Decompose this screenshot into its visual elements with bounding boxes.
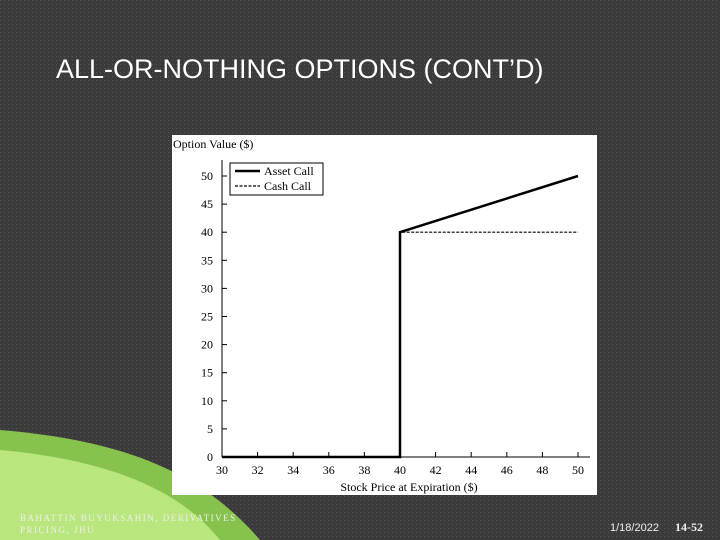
footer-date: 1/18/2022	[610, 522, 659, 534]
legend-label: Cash Call	[264, 179, 312, 193]
legend-box	[229, 162, 324, 196]
x-tick-label: 40	[394, 463, 406, 477]
y-tick-label: 45	[201, 197, 213, 211]
x-tick-label: 30	[216, 463, 228, 477]
footer-author: PRICING, JHU	[20, 525, 95, 535]
series-line	[222, 231, 578, 458]
y-tick-label: 0	[207, 450, 213, 464]
x-axis-label: Stock Price at Expiration ($)	[340, 480, 477, 494]
y-tick-label: 20	[201, 338, 213, 352]
footer-page: 14-52	[675, 520, 703, 534]
y-axis-label: Option Value ($)	[173, 137, 253, 151]
y-tick-label: 15	[201, 366, 213, 380]
x-tick-label: 48	[536, 463, 548, 477]
y-tick-label: 30	[201, 281, 213, 295]
x-tick-label: 38	[358, 463, 370, 477]
x-tick-label: 50	[572, 463, 584, 477]
y-tick-label: 25	[201, 310, 213, 324]
x-tick-label: 42	[430, 463, 442, 477]
slide-title: ALL-OR-NOTHING OPTIONS (CONT’D)	[56, 54, 544, 84]
y-tick-label: 50	[201, 169, 213, 183]
y-tick-label: 10	[201, 394, 213, 408]
x-tick-label: 46	[501, 463, 513, 477]
y-tick-label: 5	[207, 422, 213, 436]
y-tick-label: 35	[201, 253, 213, 267]
swoosh	[0, 450, 220, 540]
x-tick-label: 36	[323, 463, 335, 477]
x-tick-label: 32	[252, 463, 264, 477]
footer-author: BAHATTIN BUYUKSAHIN, DERIVATIVES	[20, 513, 237, 523]
x-tick-label: 44	[465, 463, 477, 477]
y-tick-label: 40	[201, 225, 213, 239]
x-tick-label: 34	[287, 463, 299, 477]
legend-label: Asset Call	[264, 164, 314, 178]
